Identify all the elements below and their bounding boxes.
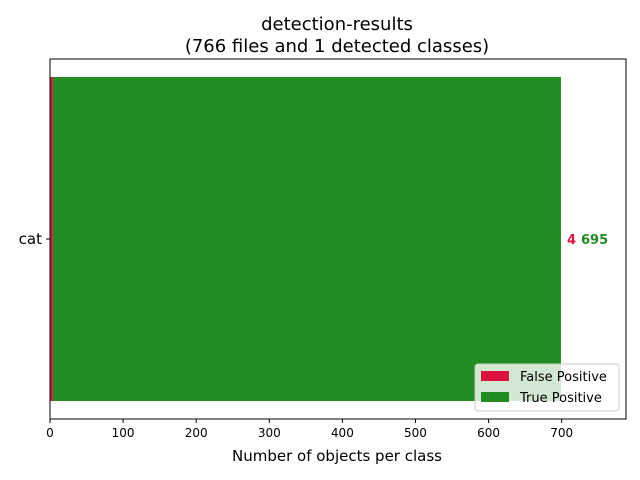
chart-subtitle: (766 files and 1 detected classes) [185,36,489,57]
legend-box [474,363,620,412]
legend: False Positive True Positive [474,363,620,412]
x-tick-label-400: 400 [331,426,354,440]
x-ticks: 0 100 200 300 400 500 600 700 [46,419,573,440]
x-tick-label-100: 100 [112,426,135,440]
legend-label-true-positive: True Positive [519,391,602,406]
x-tick-label-700: 700 [550,426,573,440]
x-tick-label-300: 300 [258,426,281,440]
x-axis-label: Number of objects per class [232,447,442,465]
value-labels: 4 695 [567,233,608,248]
x-tick-label-0: 0 [46,426,54,440]
x-tick-label-200: 200 [185,426,208,440]
y-tick-label-cat: cat [19,230,42,248]
bars-layer [50,77,561,401]
chart-title: detection-results [261,14,413,35]
legend-swatch-true-positive [481,392,509,402]
legend-swatch-false-positive [481,371,509,381]
x-tick-label-500: 500 [404,426,427,440]
x-tick-label-600: 600 [477,426,500,440]
bar-true-positive-cat [52,77,561,401]
plot-frame [49,58,627,420]
legend-label-false-positive: False Positive [520,370,607,385]
bar-false-positive-cat [50,77,53,401]
value-label-1: 695 [581,233,608,248]
value-label-0: 4 [567,233,576,248]
y-ticks: cat [19,230,50,248]
